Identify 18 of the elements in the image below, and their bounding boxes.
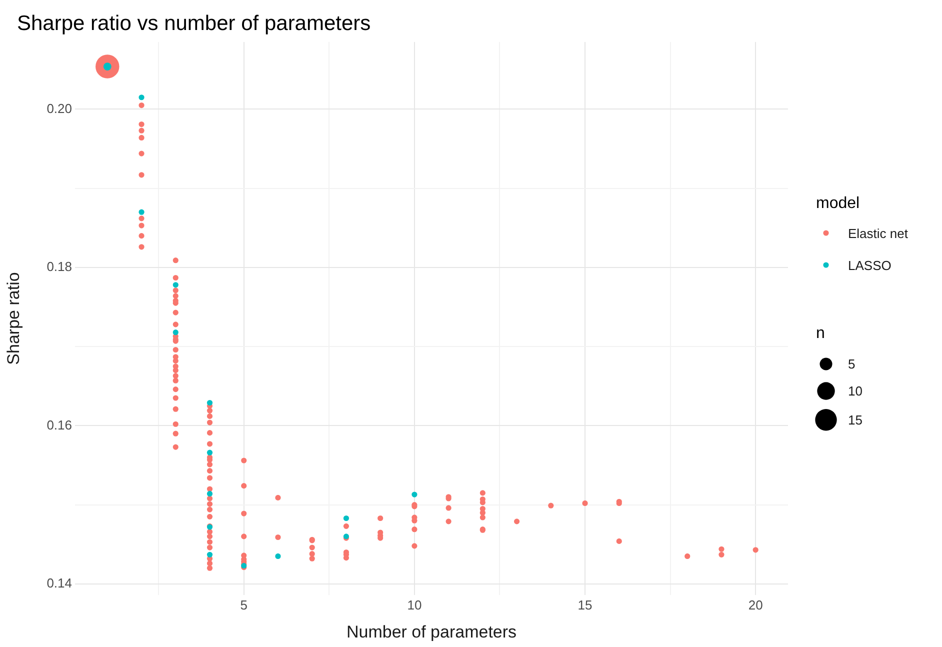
legend-label: 15 [848, 412, 862, 428]
chart-title: Sharpe ratio vs number of parameters [17, 12, 371, 35]
y-tick-label: 0.18 [46, 259, 72, 274]
x-tick-label: 20 [748, 597, 763, 612]
x-tick-label: 15 [578, 597, 592, 612]
x-tick-label: 10 [407, 597, 422, 612]
y-tick-label: 0.14 [46, 576, 72, 590]
x-tick-label: 5 [240, 597, 248, 612]
y-tick-label: 0.16 [46, 417, 72, 432]
y-tick-label: 0.20 [46, 100, 72, 116]
y-axis-title: Sharpe ratio [4, 272, 23, 365]
legend-label: 10 [848, 384, 862, 399]
legend-label: 5 [848, 356, 856, 372]
text: n [816, 325, 825, 342]
x-axis-title: Number of parameters [346, 622, 517, 642]
legend-label: Elastic net [848, 226, 908, 241]
legend-label: LASSO [848, 258, 892, 273]
legend-title: model [816, 195, 860, 212]
